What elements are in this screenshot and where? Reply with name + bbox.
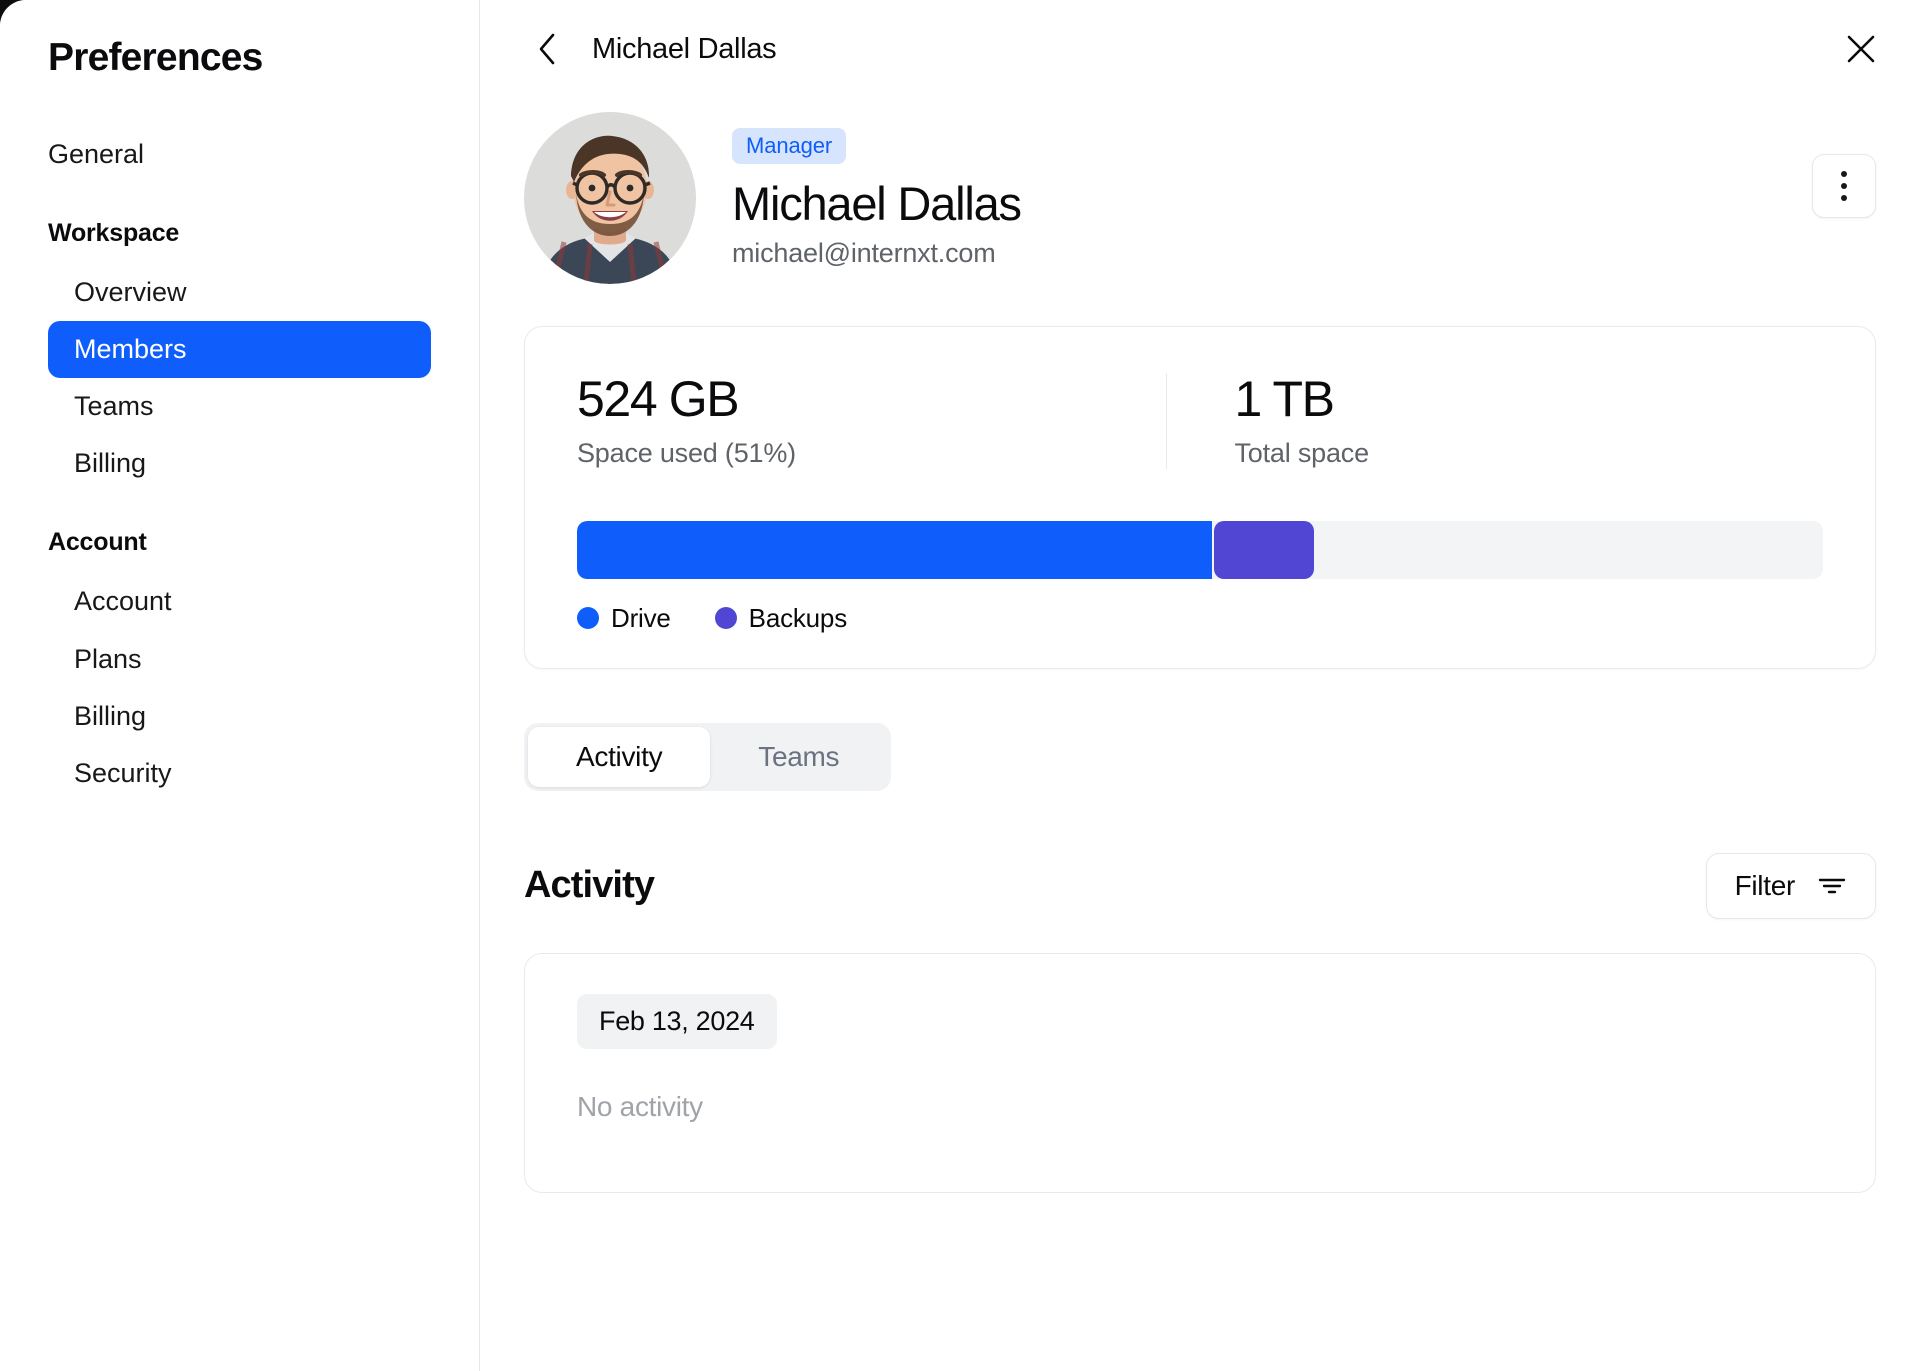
sidebar-nav: General Workspace Overview Members Teams… (0, 126, 479, 802)
page-title: Preferences (48, 36, 263, 79)
space-used-stat: 524 GB Space used (51%) (577, 373, 1166, 469)
backups-color-dot (714, 607, 737, 629)
storage-card: 524 GB Space used (51%) 1 TB Total space… (524, 326, 1876, 669)
activity-date-chip: Feb 13, 2024 (577, 993, 777, 1049)
storage-bar-wrap (525, 499, 1875, 579)
total-space-label: Total space (1234, 437, 1370, 468)
profile-email: michael@internxt.com (732, 237, 996, 268)
space-used-label: Space used (51%) (577, 437, 796, 468)
profile-name: Michael Dallas (732, 177, 1022, 230)
activity-header: Activity Filter (524, 852, 1876, 919)
sidebar-group-workspace: Workspace (48, 219, 180, 248)
storage-segment-drive (577, 520, 1213, 579)
kebab-menu-icon (1841, 171, 1847, 177)
legend-item-drive: Drive (577, 603, 671, 634)
kebab-menu-icon (1841, 183, 1847, 189)
detail-tabs: Activity Teams (524, 722, 892, 791)
sidebar-item-members[interactable]: Members (48, 321, 431, 379)
sidebar-item-teams[interactable]: Teams (74, 391, 154, 422)
sidebar: Preferences General Workspace Overview M… (0, 0, 480, 1371)
space-used-value: 524 GB (577, 371, 740, 427)
legend-label-drive: Drive (611, 602, 671, 633)
main-header: Michael Dallas (480, 0, 1920, 98)
activity-section-title: Activity (524, 864, 655, 906)
sidebar-item-account[interactable]: Account (74, 586, 172, 617)
filter-button-label: Filter (1734, 869, 1796, 901)
sidebar-item-general[interactable]: General (48, 139, 145, 169)
activity-empty-state: No activity (577, 1090, 703, 1122)
avatar-illustration (524, 112, 696, 284)
filter-icon (1818, 878, 1846, 893)
close-button[interactable] (1838, 26, 1884, 72)
drive-color-dot (577, 607, 599, 629)
sidebar-item-security[interactable]: Security (74, 757, 172, 788)
sidebar-group-account: Account (48, 528, 147, 557)
profile-info: Manager Michael Dallas michael@internxt.… (732, 112, 1812, 269)
member-options-button[interactable] (1812, 154, 1876, 218)
legend-item-backups: Backups (714, 602, 848, 634)
storage-progress-bar (577, 520, 1823, 579)
chevron-left-icon (539, 33, 555, 65)
avatar (524, 112, 696, 284)
total-space-stat: 1 TB Total space (1165, 371, 1824, 469)
activity-list-card: Feb 13, 2024 No activity (524, 952, 1876, 1193)
legend-label-backups: Backups (748, 602, 848, 633)
storage-stats: 524 GB Space used (51%) 1 TB Total space (525, 327, 1875, 499)
main-panel: Michael Dallas (480, 0, 1920, 1371)
status-badge: Manager (732, 128, 847, 164)
profile-row: Manager Michael Dallas michael@internxt.… (480, 98, 1920, 284)
sidebar-item-plans[interactable]: Plans (74, 643, 142, 674)
sidebar-item-billing-workspace[interactable]: Billing (74, 448, 147, 479)
filter-button[interactable]: Filter (1705, 852, 1876, 919)
close-icon (1847, 35, 1875, 63)
sidebar-item-overview[interactable]: Overview (74, 277, 187, 308)
back-button[interactable] (524, 26, 570, 72)
sidebar-item-billing-account[interactable]: Billing (74, 700, 147, 731)
tab-teams[interactable]: Teams (758, 740, 840, 772)
kebab-menu-icon (1841, 195, 1847, 201)
storage-legend: Drive Backups (525, 579, 1875, 668)
total-space-value: 1 TB (1234, 371, 1335, 427)
member-detail-title: Michael Dallas (592, 32, 777, 65)
storage-segment-backups (1214, 520, 1315, 579)
tab-activity[interactable]: Activity (528, 726, 711, 787)
